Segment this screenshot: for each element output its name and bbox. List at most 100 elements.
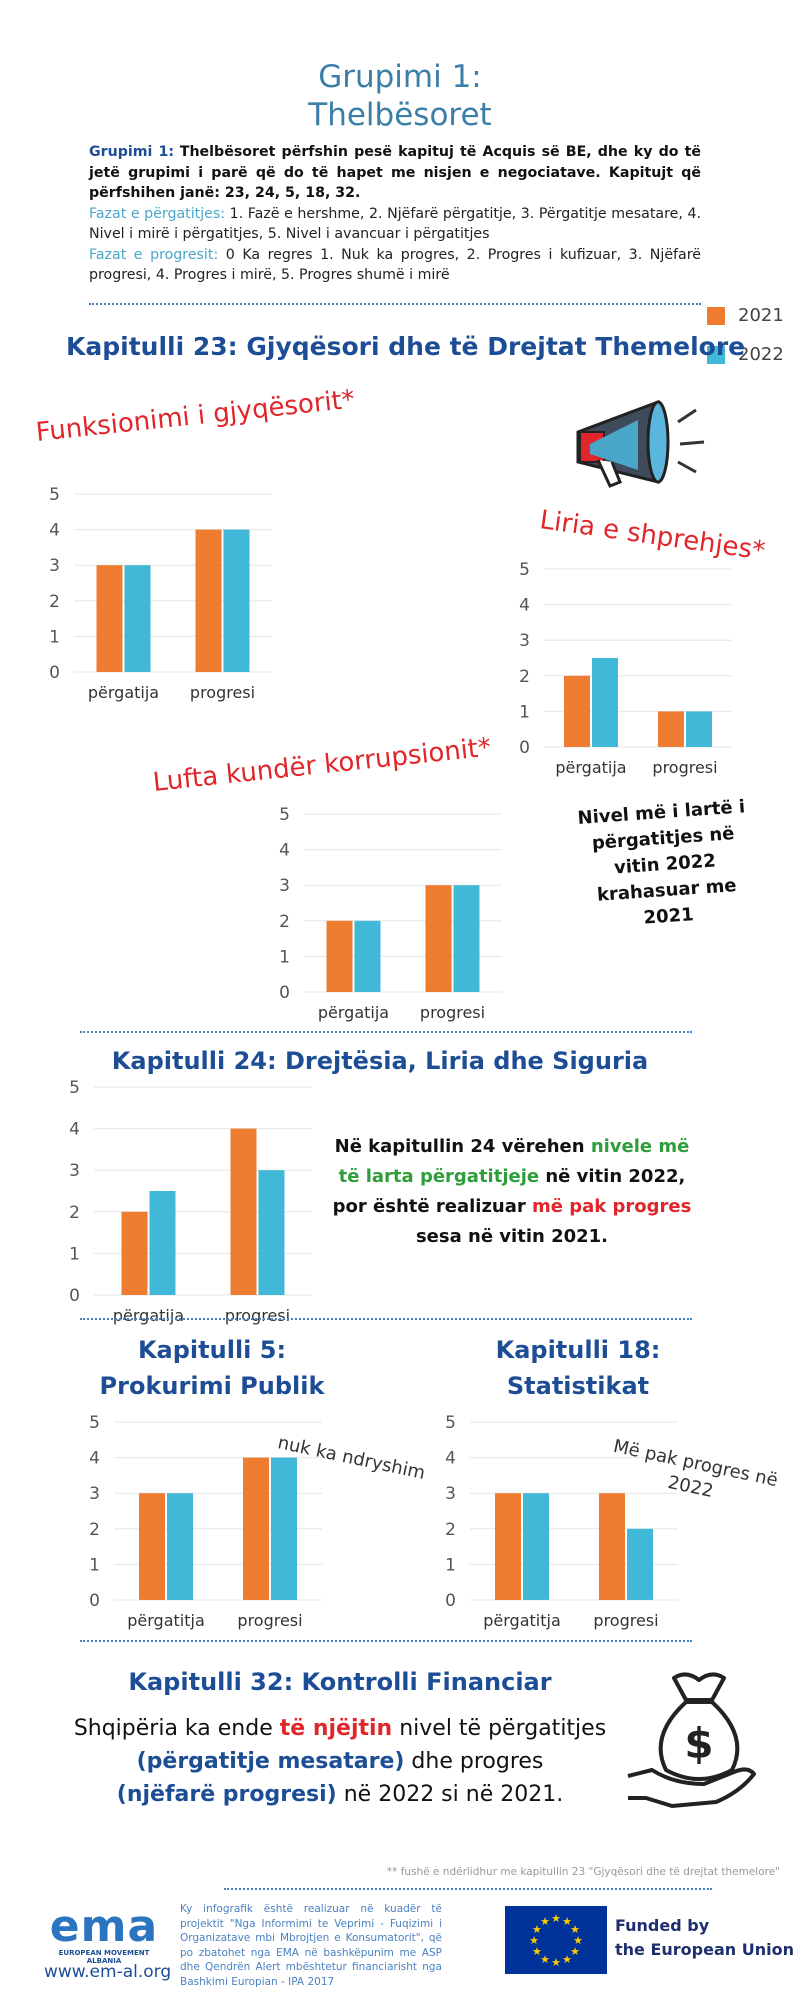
divider	[80, 1640, 692, 1642]
y-tick-label: 5	[279, 805, 290, 825]
bar-2021	[96, 565, 123, 672]
chapter-32-title: Kapitulli 32: Kontrolli Financiar	[128, 1668, 552, 1696]
chart-kapitulli-24: 0 1 2 3 4 5 përgatija progresi	[69, 1078, 312, 1325]
bar-2021	[195, 529, 222, 672]
legend-swatch-2021	[707, 307, 725, 325]
eu-star: ★	[570, 1945, 580, 1958]
bar-2021	[139, 1493, 165, 1600]
funded-l2: the European Union	[615, 1940, 794, 1959]
legend-label-2021: 2021	[738, 305, 784, 326]
page-title: Grupimi 1: Thelbësoret	[0, 58, 800, 134]
y-tick-label: 1	[279, 947, 290, 967]
bar-2021	[599, 1493, 625, 1600]
y-tick-label: 3	[49, 556, 60, 576]
ch32-t6: (njëfarë progresi)	[116, 1782, 337, 1807]
chapter-23-note: Nivel më i lartë i përgatitjes në vitin …	[576, 796, 746, 929]
eu-star: ★	[562, 1915, 572, 1928]
bar-2021	[230, 1128, 257, 1295]
y-tick-label: 2	[49, 592, 60, 612]
chapter-24-title: Kapitulli 24: Drejtësia, Liria dhe Sigur…	[111, 1047, 649, 1075]
x-tick-label: progresi	[190, 683, 255, 702]
chapter-5-title-l1: Kapitulli 5:	[137, 1336, 287, 1364]
callout-green: nivele më të larta përgatitjeje	[338, 1136, 690, 1187]
x-tick-label: progresi	[652, 758, 717, 777]
chapter-18-title: Kapitulli 18: Statistikat	[458, 1332, 698, 1404]
chart-title-korrupsioni: Lufta kundër korrupsionit*	[151, 732, 493, 798]
divider	[89, 303, 701, 305]
title-line-2: Thelbësoret	[308, 97, 492, 133]
divider	[224, 1888, 712, 1890]
y-tick-label: 1	[69, 1244, 80, 1264]
y-tick-label: 1	[49, 627, 60, 647]
ch32-t5: dhe progres	[404, 1749, 544, 1774]
ema-logo: ema EUROPEAN MOVEMENT ALBANIA	[44, 1905, 164, 1966]
chapter-18-title-l2: Statistikat	[506, 1372, 650, 1400]
divider	[80, 1031, 692, 1033]
bar-2022	[124, 565, 151, 672]
ch32-t2: të njëjtin	[279, 1716, 393, 1741]
y-tick-label: 1	[519, 702, 530, 722]
chart-title-funksionimi: Funksionimi i gjyqësorit*	[34, 384, 357, 448]
eu-flag-icon: ★ ★ ★ ★ ★ ★ ★ ★ ★ ★ ★ ★	[505, 1906, 607, 1974]
y-tick-label: 4	[69, 1120, 80, 1140]
ch32-t4: (përgatitje mesatare)	[136, 1749, 405, 1774]
chapter-24-callout: Në kapitullin 24 vërehen nivele më të la…	[326, 1132, 698, 1252]
y-tick-label: 1	[89, 1555, 100, 1575]
x-tick-label: progresi	[225, 1306, 290, 1325]
x-tick-label: progresi	[593, 1611, 658, 1630]
bar-2022	[627, 1528, 653, 1600]
intro-p3-text: 0 Ka regres 1. Nuk ka progres, 2. Progre…	[89, 246, 701, 284]
y-tick-label: 4	[445, 1449, 456, 1469]
y-tick-label: 0	[279, 983, 290, 1003]
intro-p1-text: Thelbësoret përfshin pesë kapituj të Acq…	[89, 144, 701, 201]
funded-by-eu: Funded by the European Union	[615, 1914, 794, 1962]
y-tick-label: 4	[89, 1449, 100, 1469]
chart-lufta-korrupsionit: 0 1 2 3 4 5 përgatija progresi	[279, 805, 502, 1022]
eu-star: ★	[532, 1923, 542, 1936]
bar-2021	[425, 885, 452, 992]
y-tick-label: 3	[519, 631, 530, 651]
eu-star: ★	[570, 1923, 580, 1936]
bar-2022	[354, 920, 381, 992]
bar-2021	[658, 711, 684, 747]
bar-2022	[149, 1191, 176, 1295]
bar-2022	[271, 1457, 297, 1600]
y-tick-label: 4	[279, 841, 290, 861]
y-tick-label: 4	[519, 596, 530, 616]
ch32-t1: Shqipëria ka ende	[73, 1716, 280, 1741]
divider	[80, 1318, 692, 1320]
footnote: ** fushë e ndërlidhur me kapitullin 23 "…	[386, 1866, 780, 1878]
callout-red: më pak progres	[532, 1196, 692, 1217]
bar-2022	[686, 711, 712, 747]
intro-text: Grupimi 1: Thelbësoret përfshin pesë kap…	[89, 142, 701, 286]
bar-2021	[564, 675, 590, 747]
chart-kapitulli-18: 0 1 2 3 4 5 përgatitja progresi	[445, 1413, 678, 1630]
y-tick-label: 5	[519, 560, 530, 580]
y-tick-label: 1	[445, 1555, 456, 1575]
eu-stars-icon: ★ ★★★★★★★★★★★	[529, 1912, 583, 1969]
bar-2022	[167, 1493, 193, 1600]
eu-star: ★	[551, 1912, 561, 1925]
funded-l1: Funded by	[615, 1916, 710, 1935]
eu-star: ★	[551, 1956, 561, 1969]
eu-star: ★	[562, 1953, 572, 1966]
money-bag-hand-icon: $	[627, 1672, 756, 1808]
bar-2022	[523, 1493, 549, 1600]
chart-funksionimi-gjyqesorit: 0 1 2 3 4 5 përgatija progresi	[49, 485, 272, 702]
y-tick-label: 2	[519, 667, 530, 687]
megaphone-icon	[576, 399, 705, 488]
svg-text:$: $	[684, 1719, 713, 1768]
x-tick-label: progresi	[420, 1003, 485, 1022]
ch32-t3: nivel të përgatitjes	[392, 1716, 607, 1741]
x-tick-label: përgatija	[555, 758, 626, 777]
callout-part-c: në vitin 2022, por është realizuar	[332, 1166, 686, 1217]
footer-body: Ky infografik është realizuar në kuadër …	[180, 1903, 442, 1988]
eu-star: ★	[529, 1934, 539, 1947]
chart-kapitulli-5: 0 1 2 3 4 5 përgatitja progresi	[89, 1413, 322, 1630]
bar-2022	[453, 885, 480, 992]
y-tick-label: 3	[89, 1484, 100, 1504]
y-tick-label: 3	[445, 1484, 456, 1504]
y-tick-label: 2	[69, 1203, 80, 1223]
y-tick-label: 3	[279, 876, 290, 896]
website-link[interactable]: www.em-al.org	[44, 1962, 172, 1982]
